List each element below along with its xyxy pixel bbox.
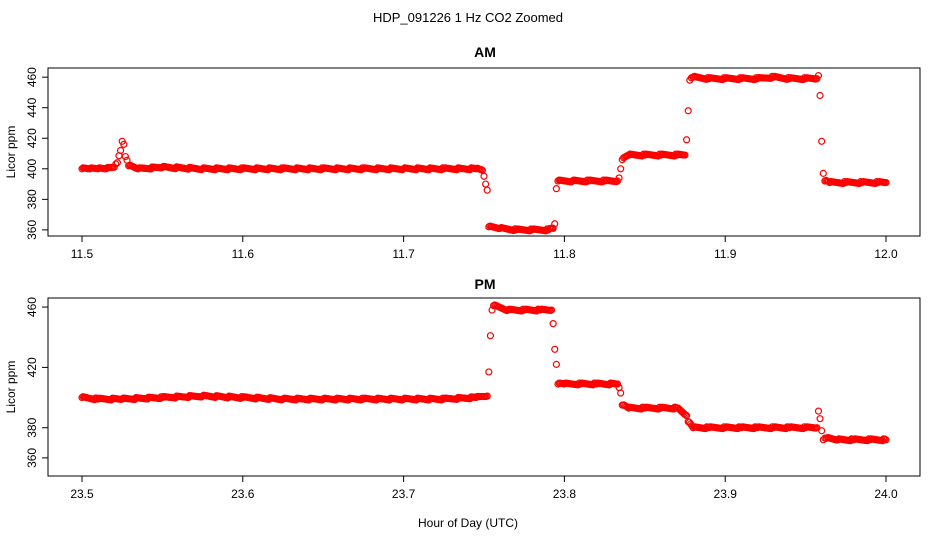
panel-am-ytick-label: 420 <box>25 128 39 148</box>
data-point <box>113 159 121 167</box>
figure-title: HDP_091226 1 Hz CO2 Zoomed <box>373 10 563 25</box>
data-point <box>116 146 125 155</box>
panel-pm-ytick-label: 420 <box>25 357 39 377</box>
data-point <box>683 136 691 144</box>
data-point <box>482 180 490 188</box>
data-point <box>483 392 491 400</box>
panel-am-ytick-label: 440 <box>25 97 39 117</box>
data-point <box>818 137 826 145</box>
panel-am-xtick-label: 11.9 <box>714 247 737 261</box>
data-point <box>549 320 557 328</box>
panel-am-ytick-label: 400 <box>25 158 39 178</box>
data-point <box>681 151 689 159</box>
panel-pm-ytick-label: 460 <box>25 297 39 317</box>
panel-am-xtick-label: 11.8 <box>553 247 576 261</box>
data-point <box>819 169 827 177</box>
data-point <box>483 186 491 194</box>
data-point <box>617 389 625 397</box>
panel-am-ytick-label: 360 <box>25 220 39 240</box>
panel-am: AM Licor ppm 11.5 11.6 11.7 11.8 11.9 12.0 360… <box>4 44 921 261</box>
panel-am-title: AM <box>474 44 496 60</box>
data-point <box>818 427 826 435</box>
panel-pm-title: PM <box>475 276 496 292</box>
panel-am-frame <box>47 67 921 237</box>
panel-am-points <box>78 72 890 235</box>
data-point <box>814 72 823 80</box>
data-point <box>112 160 120 168</box>
data-point <box>486 332 495 340</box>
data-point <box>485 368 493 376</box>
panel-am-ticks: 11.5 11.6 11.7 11.8 11.9 12.0 360 380 400 420 440 4… <box>25 67 898 261</box>
panel-pm: PM Licor ppm 23.5 23.6 23.7 23.8 23.9 24.0 360… <box>4 276 921 501</box>
data-point <box>121 152 130 161</box>
panel-am-xtick-label: 12.0 <box>874 247 898 261</box>
data-point <box>882 436 890 444</box>
panel-am-xtick-label: 11.5 <box>71 247 94 261</box>
panel-am-xtick-label: 11.7 <box>392 247 415 261</box>
data-point <box>617 165 625 173</box>
data-point <box>547 306 556 314</box>
panel-pm-frame <box>47 297 921 477</box>
panel-pm-xtick-label: 24.0 <box>874 487 898 501</box>
data-point <box>816 91 824 100</box>
panel-pm-xtick-label: 23.7 <box>392 487 416 501</box>
data-point <box>480 172 488 180</box>
data-point <box>684 107 692 115</box>
data-point <box>551 345 559 353</box>
panel-am-xtick-label: 11.6 <box>232 247 255 261</box>
data-point <box>615 174 623 182</box>
panel-pm-ytick-label: 360 <box>25 448 39 468</box>
data-point <box>814 407 823 415</box>
panel-pm-points <box>78 301 890 445</box>
panel-pm-ylabel: Licor ppm <box>4 361 18 414</box>
x-axis-label: Hour of Day (UTC) <box>418 516 518 530</box>
panel-pm-xtick-label: 23.8 <box>553 487 577 501</box>
data-point <box>882 178 890 187</box>
data-point <box>120 140 128 148</box>
panel-pm-ticks: 23.5 23.6 23.7 23.8 23.9 24.0 360 380 420 460 <box>25 297 898 501</box>
data-point <box>549 224 557 232</box>
data-point <box>552 185 560 193</box>
data-point <box>552 360 560 368</box>
data-point <box>551 220 559 228</box>
data-point <box>816 415 824 423</box>
panel-pm-xtick-label: 23.9 <box>714 487 738 501</box>
panel-am-ylabel: Licor ppm <box>4 126 18 179</box>
panel-am-ytick-label: 460 <box>25 67 39 87</box>
panel-am-ytick-label: 380 <box>25 189 39 209</box>
data-point <box>613 380 622 388</box>
panel-pm-ytick-label: 380 <box>25 417 39 437</box>
panel-pm-xtick-label: 23.6 <box>231 487 255 501</box>
panel-pm-xtick-label: 23.5 <box>70 487 94 501</box>
